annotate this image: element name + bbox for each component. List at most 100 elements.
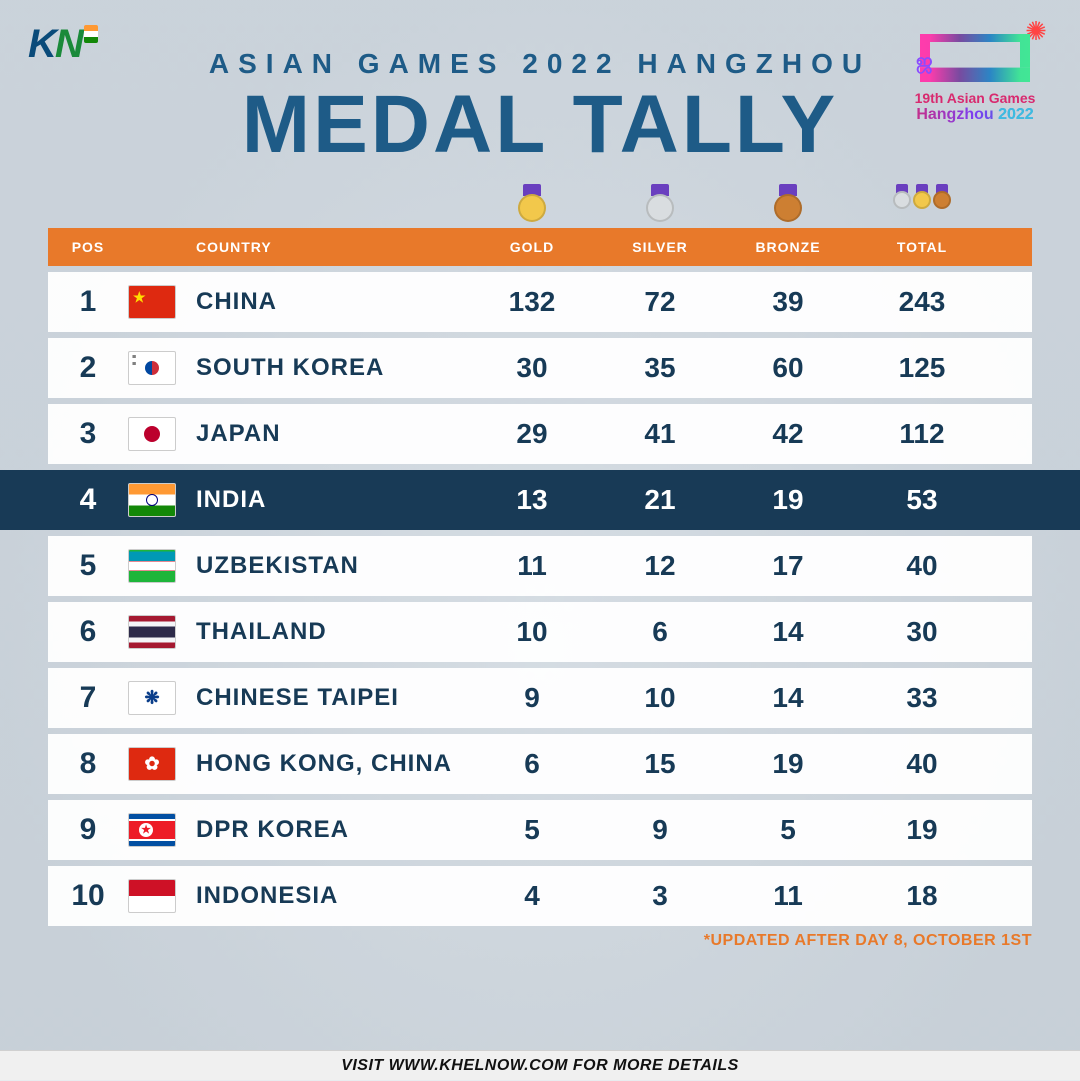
- table-row: 7 CHINESE TAIPEI 9 10 14 33: [48, 668, 1032, 728]
- squiggle-icon: ஜ: [916, 50, 933, 75]
- kn-logo-flag-icon: [84, 25, 98, 43]
- cell-gold: 13: [468, 484, 596, 516]
- flag-icon: [128, 615, 188, 649]
- cell-silver: 21: [596, 484, 724, 516]
- cell-silver: 3: [596, 880, 724, 912]
- cell-total: 125: [852, 352, 992, 384]
- cell-gold: 4: [468, 880, 596, 912]
- cell-pos: 1: [48, 285, 128, 319]
- gold-medal-icon: [468, 184, 596, 222]
- cell-silver: 10: [596, 682, 724, 714]
- cell-bronze: 42: [724, 418, 852, 450]
- table-row: 2 SOUTH KOREA 30 35 60 125: [48, 338, 1032, 398]
- cell-bronze: 14: [724, 616, 852, 648]
- subtitle: ASIAN GAMES 2022 HANGZHOU: [48, 48, 1032, 80]
- cell-pos: 3: [48, 417, 128, 451]
- cell-country: DPR KOREA: [188, 816, 468, 844]
- cell-bronze: 19: [724, 484, 852, 516]
- cell-bronze: 11: [724, 880, 852, 912]
- cell-country: SOUTH KOREA: [188, 354, 468, 382]
- total-medals-icon: [852, 184, 992, 222]
- cell-pos: 4: [48, 483, 128, 517]
- cell-gold: 132: [468, 286, 596, 318]
- ag-logo-line2: Hangzhou 2022: [900, 106, 1050, 124]
- cell-gold: 30: [468, 352, 596, 384]
- arc-icon: ஜ: [920, 28, 1030, 88]
- table-row: 9 DPR KOREA 5 9 5 19: [48, 800, 1032, 860]
- table-body: 1 CHINA 132 72 39 243 2 SOUTH KOREA 30 3…: [48, 272, 1032, 926]
- cell-country: INDIA: [188, 486, 468, 514]
- table-row: 6 THAILAND 10 6 14 30: [48, 602, 1032, 662]
- cell-total: 33: [852, 682, 992, 714]
- cell-pos: 7: [48, 681, 128, 715]
- update-note: *UPDATED AFTER DAY 8, OCTOBER 1ST: [48, 932, 1032, 950]
- cell-total: 243: [852, 286, 992, 318]
- cell-country: THAILAND: [188, 618, 468, 646]
- table-row: 3 JAPAN 29 41 42 112: [48, 404, 1032, 464]
- cell-gold: 6: [468, 748, 596, 780]
- cell-total: 40: [852, 550, 992, 582]
- flag-icon: [128, 747, 188, 781]
- cell-silver: 35: [596, 352, 724, 384]
- medal-icons-row: [48, 184, 1032, 222]
- cell-total: 30: [852, 616, 992, 648]
- cell-country: JAPAN: [188, 420, 468, 448]
- cell-bronze: 17: [724, 550, 852, 582]
- title-block: ASIAN GAMES 2022 HANGZHOU MEDAL TALLY: [48, 20, 1032, 166]
- flag-icon: [128, 549, 188, 583]
- silver-medal-icon: [596, 184, 724, 222]
- cell-total: 112: [852, 418, 992, 450]
- cell-gold: 29: [468, 418, 596, 450]
- col-silver: SILVER: [596, 239, 724, 255]
- flag-icon: [128, 285, 188, 319]
- table-row: 5 UZBEKISTAN 11 12 17 40: [48, 536, 1032, 596]
- flag-icon: [128, 351, 188, 385]
- bronze-medal-icon: [724, 184, 852, 222]
- cell-pos: 10: [48, 879, 128, 913]
- cell-total: 19: [852, 814, 992, 846]
- col-gold: GOLD: [468, 239, 596, 255]
- table-row: 10 INDONESIA 4 3 11 18: [48, 866, 1032, 926]
- table-header: POS COUNTRY GOLD SILVER BRONZE TOTAL: [48, 228, 1032, 266]
- kn-logo-n: N: [55, 22, 82, 66]
- cell-silver: 72: [596, 286, 724, 318]
- kn-logo: KN: [28, 22, 98, 67]
- cell-country: CHINA: [188, 288, 468, 316]
- cell-bronze: 60: [724, 352, 852, 384]
- flag-icon: [128, 813, 188, 847]
- asian-games-logo: ✺ ஜ 19th Asian Games Hangzhou 2022: [900, 20, 1050, 124]
- table-row: 8 HONG KONG, CHINA 6 15 19 40: [48, 734, 1032, 794]
- cell-country: CHINESE TAIPEI: [188, 684, 468, 712]
- cell-total: 40: [852, 748, 992, 780]
- cell-bronze: 19: [724, 748, 852, 780]
- cell-pos: 6: [48, 615, 128, 649]
- flag-icon: [128, 681, 188, 715]
- cell-gold: 5: [468, 814, 596, 846]
- cell-bronze: 14: [724, 682, 852, 714]
- cell-country: HONG KONG, CHINA: [188, 750, 468, 778]
- cell-pos: 2: [48, 351, 128, 385]
- col-pos: POS: [48, 239, 128, 255]
- cell-bronze: 39: [724, 286, 852, 318]
- cell-gold: 9: [468, 682, 596, 714]
- col-bronze: BRONZE: [724, 239, 852, 255]
- table-row: 1 CHINA 132 72 39 243: [48, 272, 1032, 332]
- cell-gold: 10: [468, 616, 596, 648]
- col-country: COUNTRY: [188, 239, 468, 255]
- flag-icon: [128, 483, 188, 517]
- cell-silver: 41: [596, 418, 724, 450]
- cell-country: UZBEKISTAN: [188, 552, 468, 580]
- flag-icon: [128, 879, 188, 913]
- table-row: 4 INDIA 13 21 19 53: [0, 470, 1080, 530]
- cell-total: 53: [852, 484, 992, 516]
- cell-pos: 8: [48, 747, 128, 781]
- cell-silver: 6: [596, 616, 724, 648]
- cell-pos: 5: [48, 549, 128, 583]
- cell-silver: 12: [596, 550, 724, 582]
- page-title: MEDAL TALLY: [48, 84, 1032, 166]
- cell-total: 18: [852, 880, 992, 912]
- cell-gold: 11: [468, 550, 596, 582]
- cell-bronze: 5: [724, 814, 852, 846]
- cell-country: INDONESIA: [188, 882, 468, 910]
- cell-silver: 15: [596, 748, 724, 780]
